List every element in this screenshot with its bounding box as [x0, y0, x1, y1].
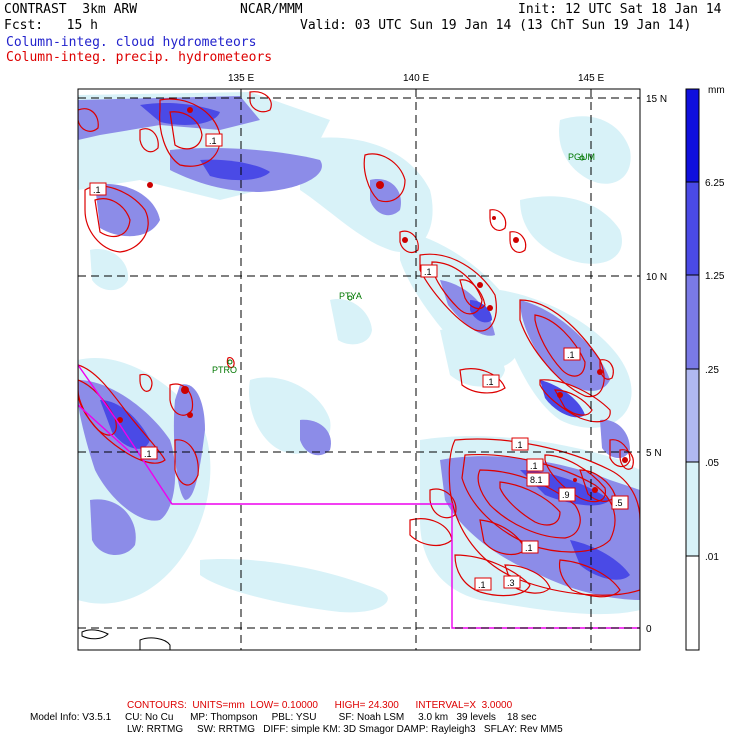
lat-label-5n: 5 N	[646, 448, 662, 459]
lon-label-135e: 135 E	[228, 73, 254, 84]
svg-text:.1: .1	[486, 377, 494, 387]
coastlines	[81, 629, 171, 650]
contour-label: .9	[558, 487, 576, 502]
station-pgum: PGUM	[568, 152, 595, 162]
svg-text:.1: .1	[515, 440, 523, 450]
contour-label-boxes: .1 .1 .1 .1 .1 .1 .1 .1 8.1 .9 .5 .1 .1 …	[89, 133, 629, 591]
init-time: Init: 12 UTC Sat 18 Jan 14	[518, 2, 722, 17]
svg-text:.1: .1	[93, 185, 101, 195]
colorbar-segment	[686, 89, 699, 182]
forecast-hour: Fcst: 15 h	[4, 18, 98, 33]
lon-label-140e: 140 E	[403, 73, 429, 84]
colorbar-unit: mm	[708, 85, 725, 96]
org-label: NCAR/MMM	[240, 2, 303, 17]
svg-text:.1: .1	[209, 136, 217, 146]
colorbar-segment	[686, 275, 699, 369]
cloud-shading-dark	[100, 102, 630, 580]
precip-contours	[78, 91, 640, 598]
latlon-grid	[78, 89, 640, 650]
colorbar: mm 6.25 1.25 .25 .05 .01	[685, 85, 725, 651]
contour-label: .1	[205, 133, 223, 147]
map-panel: PGUM PTYA PTRO .1 .1 .1 .1 .1 .1 .1 .1 8…	[78, 89, 640, 650]
colorbar-segment	[686, 556, 699, 650]
colorbar-level: .25	[705, 365, 719, 376]
precip-cores	[117, 107, 628, 493]
svg-text:.5: .5	[615, 498, 623, 508]
svg-text:.9: .9	[562, 490, 570, 500]
contour-label: .1	[420, 264, 438, 278]
contour-label: .1	[511, 437, 529, 451]
colorbar-level: 6.25	[705, 178, 725, 189]
svg-text:.1: .1	[424, 267, 432, 277]
lat-label-10n: 10 N	[646, 272, 667, 283]
svg-text:.1: .1	[530, 461, 538, 471]
colorbar-level: 1.25	[705, 271, 725, 282]
colorbar-segment	[686, 462, 699, 556]
station-ptro: PTRO	[212, 365, 237, 375]
svg-text:.1: .1	[144, 449, 152, 459]
contour-label: 8.1	[526, 472, 550, 487]
field-label-cloud: Column-integ. cloud hydrometeors	[6, 35, 257, 50]
svg-text:8.1: 8.1	[530, 475, 543, 485]
map-frame	[77, 88, 641, 651]
model-info-line1: Model Info: V3.5.1 CU: No Cu MP: Thompso…	[30, 712, 537, 723]
contour-label: .1	[89, 182, 107, 196]
contour-label: .1	[521, 540, 539, 554]
station-ptya: PTYA	[339, 291, 362, 301]
model-info-line2: LW: RRTMG SW: RRTMG DIFF: simple KM: 3D …	[127, 724, 563, 735]
contour-info: CONTOURS: UNITS=mm LOW= 0.10000 HIGH= 24…	[127, 700, 513, 711]
lon-label-145e: 145 E	[578, 73, 604, 84]
field-label-precip: Column-integ. precip. hydrometeors	[6, 50, 273, 65]
colorbar-level: .05	[705, 458, 719, 469]
contour-label: .1	[482, 374, 500, 388]
contour-label: .1	[563, 347, 581, 361]
contour-label: .3	[503, 575, 521, 589]
svg-text:.3: .3	[507, 578, 515, 588]
valid-time: Valid: 03 UTC Sun 19 Jan 14 (13 ChT Sun …	[300, 18, 692, 33]
svg-text:.1: .1	[478, 580, 486, 590]
contour-label: .1	[140, 446, 158, 460]
svg-text:.1: .1	[525, 543, 533, 553]
colorbar-segment	[686, 369, 699, 462]
svg-text:.1: .1	[567, 350, 575, 360]
model-title: CONTRAST 3km ARW	[4, 2, 138, 17]
lat-label-15n: 15 N	[646, 94, 667, 105]
colorbar-level: .01	[705, 552, 719, 563]
contour-label: .5	[611, 495, 629, 510]
contour-label: .1	[474, 577, 492, 591]
station-markers	[227, 155, 585, 365]
contour-label: .1	[526, 458, 544, 472]
lat-label-0: 0	[646, 624, 652, 635]
colorbar-segment	[686, 182, 699, 275]
